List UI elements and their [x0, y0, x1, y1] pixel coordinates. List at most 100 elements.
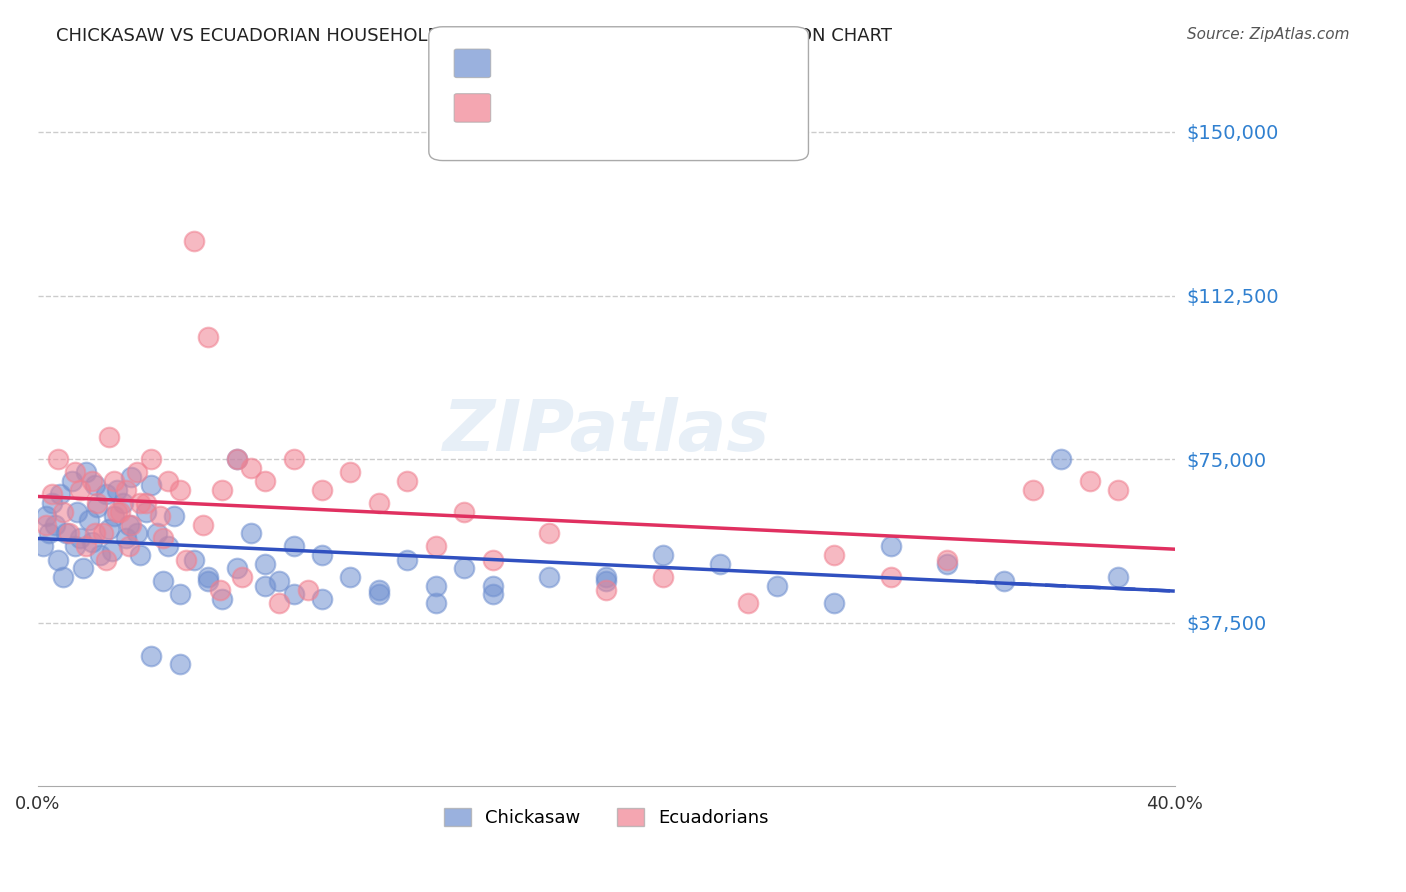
Point — [225, 452, 247, 467]
Point — [60, 474, 83, 488]
Text: R =  0.192: R = 0.192 — [496, 98, 605, 116]
Point — [311, 548, 333, 562]
Point — [52, 505, 75, 519]
Point — [80, 535, 103, 549]
Point — [481, 587, 503, 601]
Point — [367, 496, 389, 510]
Point — [339, 466, 361, 480]
Point — [225, 561, 247, 575]
Point — [481, 552, 503, 566]
Point — [97, 522, 120, 536]
Point — [254, 579, 277, 593]
Point — [32, 540, 55, 554]
Point — [169, 587, 191, 601]
Point — [135, 505, 157, 519]
Point — [823, 596, 845, 610]
Point — [157, 474, 180, 488]
Point — [129, 496, 152, 510]
Point — [1078, 474, 1101, 488]
Point — [83, 526, 105, 541]
Point — [75, 466, 97, 480]
Point — [269, 596, 291, 610]
Point — [339, 570, 361, 584]
Point — [197, 574, 219, 589]
Point — [425, 540, 447, 554]
Point — [63, 466, 86, 480]
Point — [169, 657, 191, 672]
Point — [91, 526, 114, 541]
Point — [239, 461, 262, 475]
Point — [254, 557, 277, 571]
Point — [63, 540, 86, 554]
Point — [652, 548, 675, 562]
Point — [72, 561, 94, 575]
Point — [283, 452, 305, 467]
Point — [183, 552, 205, 566]
Point — [538, 570, 561, 584]
Point — [197, 570, 219, 584]
Point — [311, 483, 333, 497]
Point — [135, 496, 157, 510]
Point — [225, 452, 247, 467]
Point — [283, 587, 305, 601]
Point — [152, 574, 174, 589]
Point — [141, 648, 163, 663]
Point — [49, 487, 72, 501]
Point — [69, 483, 91, 497]
Point — [94, 552, 117, 566]
Point — [169, 483, 191, 497]
Point — [41, 496, 63, 510]
Point — [89, 548, 111, 562]
Point — [105, 483, 128, 497]
Point — [269, 574, 291, 589]
Point — [709, 557, 731, 571]
Point — [152, 531, 174, 545]
Point — [595, 570, 617, 584]
Point — [595, 574, 617, 589]
Point — [823, 548, 845, 562]
Point — [239, 526, 262, 541]
Point — [652, 570, 675, 584]
Point — [163, 508, 186, 523]
Text: N = 75: N = 75 — [661, 54, 725, 71]
Point — [936, 557, 959, 571]
Point — [114, 531, 136, 545]
Point — [396, 474, 419, 488]
Text: CHICKASAW VS ECUADORIAN HOUSEHOLDER INCOME OVER 65 YEARS CORRELATION CHART: CHICKASAW VS ECUADORIAN HOUSEHOLDER INCO… — [56, 27, 893, 45]
Point — [297, 583, 319, 598]
Point — [94, 487, 117, 501]
Text: ZIPatlas: ZIPatlas — [443, 398, 770, 467]
Point — [52, 570, 75, 584]
Point — [157, 540, 180, 554]
Point — [1021, 483, 1043, 497]
Point — [191, 517, 214, 532]
Point — [425, 596, 447, 610]
Point — [46, 452, 69, 467]
Point — [108, 505, 131, 519]
Point — [453, 505, 475, 519]
Point — [46, 552, 69, 566]
Point — [75, 540, 97, 554]
Point — [1050, 452, 1073, 467]
Point — [879, 570, 901, 584]
Point — [141, 452, 163, 467]
Point — [254, 474, 277, 488]
Point — [35, 508, 58, 523]
Point — [55, 526, 77, 541]
Point — [69, 531, 91, 545]
Point — [993, 574, 1015, 589]
Point — [41, 487, 63, 501]
Point — [66, 505, 89, 519]
Point — [86, 496, 108, 510]
Point — [283, 540, 305, 554]
Point — [80, 474, 103, 488]
Point — [1107, 570, 1129, 584]
Point — [183, 234, 205, 248]
Point — [127, 466, 149, 480]
Point — [197, 330, 219, 344]
Point — [103, 508, 125, 523]
Point — [595, 583, 617, 598]
Point — [311, 591, 333, 606]
Point — [121, 517, 143, 532]
Point — [367, 583, 389, 598]
